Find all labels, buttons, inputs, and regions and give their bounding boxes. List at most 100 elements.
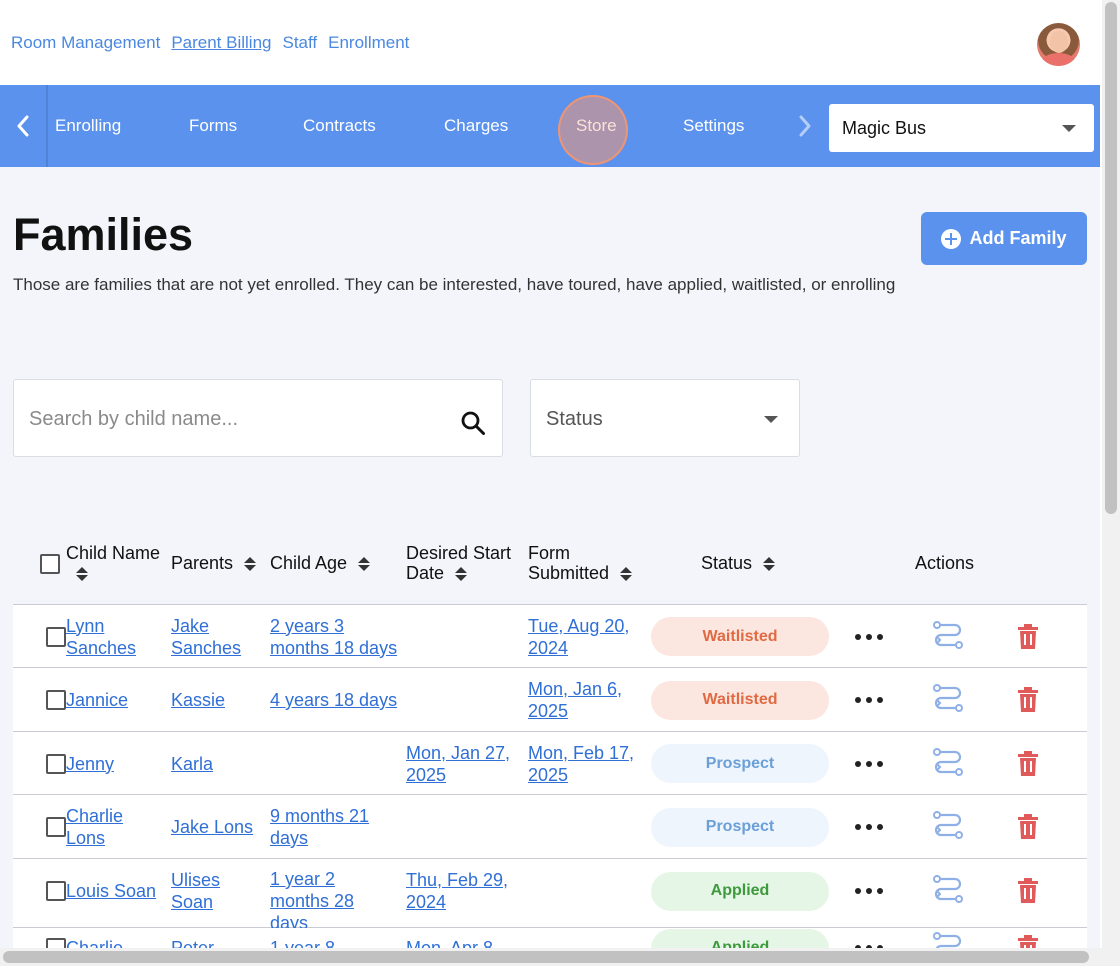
tabs-next-button[interactable]: [790, 85, 820, 167]
page-title: Families: [13, 209, 194, 260]
header-form-submitted[interactable]: Form Submitted: [528, 543, 633, 583]
header-actions: Actions: [915, 553, 975, 573]
vertical-scrollbar[interactable]: [1102, 0, 1120, 966]
parents-link[interactable]: Ulises Soan: [171, 870, 221, 912]
child-name-link[interactable]: Jannice: [66, 690, 129, 710]
status-badge: Waitlisted: [651, 680, 829, 720]
trash-icon[interactable]: [1017, 623, 1039, 650]
child-age-link[interactable]: 1 year 2 months 28 days: [270, 869, 355, 933]
age-cell: 1 year 2 months 28 days: [270, 868, 405, 934]
trash-icon[interactable]: [1017, 687, 1039, 713]
parents-cell: Jake Lons: [171, 816, 266, 838]
families-table: Child Name Parents Child Age Desired Sta…: [13, 524, 1087, 966]
header-desired-start-date[interactable]: Desired Start Date: [406, 543, 512, 583]
top-link-enrollment[interactable]: Enrollment: [328, 33, 410, 52]
start-cell: Mon, Jan 27, 2025: [406, 742, 524, 786]
start-cell: Thu, Feb 29, 2024: [406, 869, 524, 913]
more-dots-icon[interactable]: [855, 822, 883, 832]
form-submitted-link[interactable]: Mon, Feb 17, 2025: [528, 742, 635, 785]
tab-forms[interactable]: Forms: [189, 116, 238, 135]
top-link-parent-billing[interactable]: Parent Billing: [171, 33, 272, 52]
age-cell: 2 years 3 months 18 days: [270, 615, 405, 659]
top-link-staff[interactable]: Staff: [282, 33, 318, 52]
horizontal-scrollbar[interactable]: [0, 948, 1102, 966]
child-age-link[interactable]: 2 years 3 months 18 days: [270, 615, 398, 658]
more-dots-icon[interactable]: [855, 886, 883, 896]
child-name-link[interactable]: Louis Soan: [66, 881, 157, 901]
desired-start-link[interactable]: Mon, Jan 27, 2025: [406, 742, 511, 785]
trash-icon[interactable]: [1017, 814, 1039, 840]
table-body: Lynn Sanches Jake Sanches 2 years 3 months 18…: [13, 605, 1087, 966]
parents-link[interactable]: Jake Lons: [171, 817, 254, 837]
child-cell: Jannice: [66, 689, 166, 711]
search-box: [13, 379, 503, 457]
more-dots-icon[interactable]: [855, 632, 883, 642]
route-icon[interactable]: [931, 684, 965, 716]
click-highlight: [558, 95, 628, 165]
parents-cell: Kassie: [171, 689, 266, 711]
more-dots-icon[interactable]: [855, 695, 883, 705]
search-icon[interactable]: [460, 410, 486, 436]
tab-charges[interactable]: Charges: [444, 116, 509, 135]
status-badge: Prospect: [651, 744, 829, 783]
row-checkbox[interactable]: [46, 817, 66, 837]
desired-start-link[interactable]: Thu, Feb 29, 2024: [406, 870, 509, 912]
sort-icon: [358, 556, 371, 572]
school-select[interactable]: Magic Bus: [829, 104, 1094, 152]
page-description: Those are families that are not yet enro…: [13, 275, 896, 294]
status-filter-select[interactable]: Status: [530, 379, 800, 457]
avatar[interactable]: [1037, 23, 1080, 66]
status-badge: Applied: [651, 871, 829, 911]
status-filter-value: Status: [546, 408, 603, 430]
tab-store[interactable]: Store: [576, 116, 617, 135]
parents-link[interactable]: Jake Sanches: [171, 615, 242, 658]
child-name-link[interactable]: Jenny: [66, 753, 115, 774]
child-age-link[interactable]: 4 years 18 days: [270, 690, 398, 710]
route-icon[interactable]: [931, 811, 965, 843]
header-parents[interactable]: Parents: [171, 553, 257, 573]
table-row: Lynn Sanches Jake Sanches 2 years 3 months 18…: [13, 605, 1087, 668]
child-name-link[interactable]: Lynn Sanches: [66, 615, 137, 658]
header-child-age[interactable]: Child Age: [270, 553, 371, 573]
chevron-down-icon: [764, 416, 778, 423]
table-row: Louis Soan Ulises Soan 1 year 2 months 28 day…: [13, 859, 1087, 933]
route-icon[interactable]: [931, 620, 965, 653]
age-cell: 9 months 21 days: [270, 805, 405, 849]
child-name-link[interactable]: Charlie Lons: [66, 806, 124, 848]
table-row: Jannice Kassie 4 years 18 days Mon, Jan 6, 2…: [13, 668, 1087, 732]
trash-icon[interactable]: [1017, 878, 1039, 904]
add-family-button[interactable]: Add Family: [921, 212, 1087, 265]
search-input[interactable]: [29, 402, 449, 436]
select-all-checkbox[interactable]: [40, 554, 60, 574]
form-submitted-link[interactable]: Tue, Aug 20, 2024: [528, 615, 630, 658]
header-status[interactable]: Status: [701, 553, 776, 573]
row-checkbox[interactable]: [46, 626, 66, 647]
top-nav-links: Room Management Parent Billing Staff Enr…: [11, 33, 409, 53]
route-icon[interactable]: [931, 747, 965, 780]
status-badge: Waitlisted: [651, 617, 829, 656]
route-icon[interactable]: [931, 875, 965, 907]
child-age-link[interactable]: 9 months 21 days: [270, 806, 370, 848]
tab-contracts[interactable]: Contracts: [303, 116, 376, 135]
top-bar: Room Management Parent Billing Staff Enr…: [0, 0, 1102, 85]
child-cell: Louis Soan: [66, 880, 166, 902]
row-checkbox[interactable]: [46, 753, 66, 774]
more-dots-icon[interactable]: [855, 759, 883, 769]
form-submitted-link[interactable]: Mon, Jan 6, 2025: [528, 679, 623, 721]
row-checkbox[interactable]: [46, 690, 66, 710]
main-content: Families Those are families that are not…: [0, 167, 1100, 966]
header-child-name[interactable]: Child Name: [66, 543, 160, 583]
submitted-cell: Tue, Aug 20, 2024: [528, 615, 646, 659]
top-link-room-management[interactable]: Room Management: [11, 33, 161, 52]
parents-link[interactable]: Karla: [171, 753, 214, 774]
tabs-prev-button[interactable]: [0, 85, 48, 167]
parents-link[interactable]: Kassie: [171, 690, 226, 710]
tab-enrolling[interactable]: Enrolling: [55, 116, 122, 135]
chevron-left-icon: [17, 115, 29, 137]
add-family-label: Add Family: [969, 228, 1067, 248]
trash-icon[interactable]: [1017, 750, 1039, 777]
age-cell: 4 years 18 days: [270, 689, 405, 711]
row-checkbox[interactable]: [46, 881, 66, 901]
tab-settings[interactable]: Settings: [683, 116, 745, 135]
plus-circle-icon: [941, 228, 962, 249]
